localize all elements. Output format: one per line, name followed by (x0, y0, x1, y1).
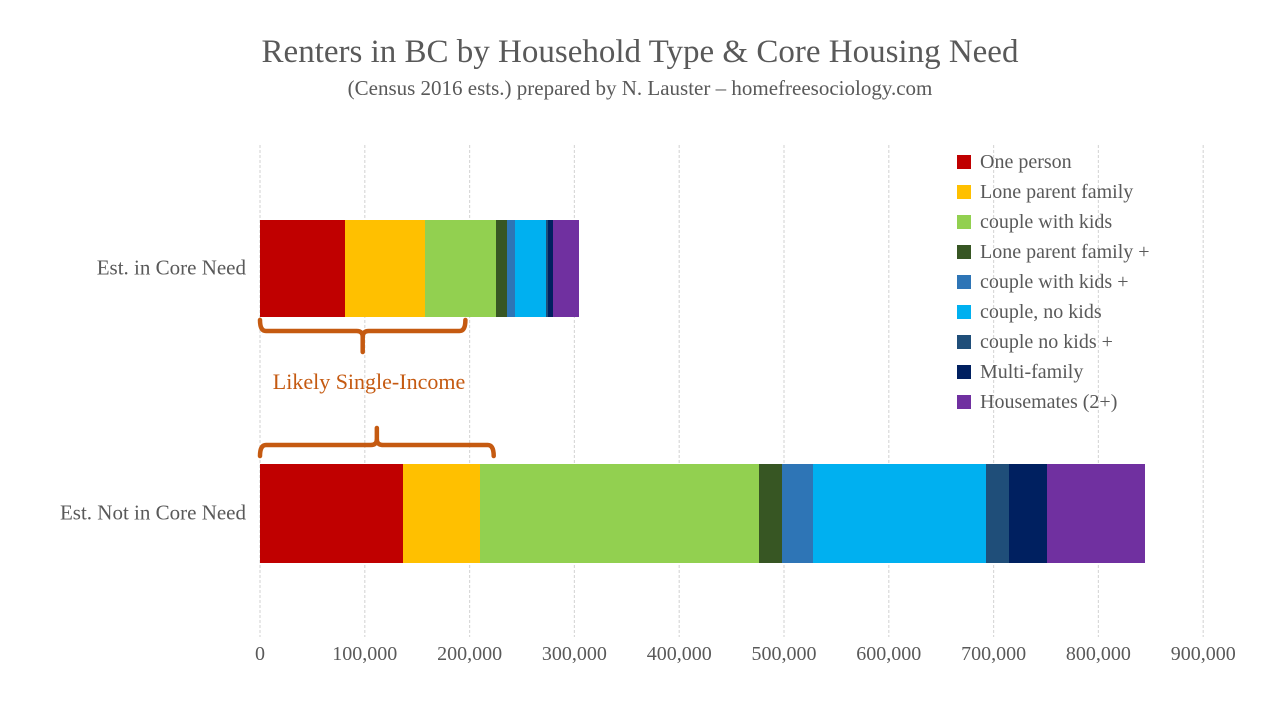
bar-segment (260, 220, 345, 317)
legend-item: couple with kids (957, 207, 1150, 237)
bar-segment (495, 220, 508, 317)
x-tick-label: 300,000 (541, 643, 607, 665)
legend-label: Multi-family (980, 360, 1084, 383)
legend-swatch-icon (957, 365, 971, 379)
bar-segment (507, 220, 516, 317)
legend-label: couple no kids + (980, 330, 1113, 353)
legend-label: Lone parent family + (980, 240, 1150, 263)
legend-label: couple with kids (980, 210, 1113, 233)
legend-swatch-icon (957, 155, 971, 169)
legend-label: couple, no kids (980, 300, 1102, 323)
legend-swatch-icon (957, 395, 971, 409)
bar-segment (260, 464, 403, 563)
x-tick-label: 800,000 (1065, 643, 1131, 665)
stacked-bar (260, 464, 1146, 563)
x-tick-label: 100,000 (332, 643, 398, 665)
legend-swatch-icon (957, 335, 971, 349)
legend-item: One person (957, 147, 1150, 177)
chart-title: Renters in BC by Household Type & Core H… (261, 34, 1019, 70)
category-label: Est. in Core Need (96, 254, 246, 279)
bar-segment (758, 464, 782, 563)
x-tick-label: 600,000 (856, 643, 922, 665)
x-tick-label: 0 (255, 643, 265, 665)
curly-brace-annotation (257, 317, 468, 355)
x-tick-label: 500,000 (751, 643, 817, 665)
bar-segment (781, 464, 814, 563)
legend-swatch-icon (957, 185, 971, 199)
bar-segment (1046, 464, 1146, 563)
legend-item: Multi-family (957, 357, 1150, 387)
legend-item: couple, no kids (957, 297, 1150, 327)
legend-swatch-icon (957, 245, 971, 259)
bar-segment (545, 220, 549, 317)
legend-swatch-icon (957, 215, 971, 229)
legend-item: Lone parent family (957, 177, 1150, 207)
legend-item: couple with kids + (957, 267, 1150, 297)
legend-label: Lone parent family (980, 180, 1134, 203)
bar-segment (1009, 464, 1047, 563)
legend-label: Housemates (2+) (980, 390, 1118, 413)
annotation-label: Likely Single-Income (272, 369, 466, 394)
legend-item: couple no kids + (957, 327, 1150, 357)
x-tick-label: 700,000 (961, 643, 1027, 665)
category-label: Est. Not in Core Need (59, 499, 246, 524)
bar-segment (986, 464, 1010, 563)
bar-segment (548, 220, 554, 317)
bar-segment (515, 220, 546, 317)
legend: One person Lone parent family couple with … (957, 147, 1150, 417)
bar-segment (424, 220, 496, 317)
x-tick-label: 400,000 (646, 643, 712, 665)
legend-label: One person (980, 150, 1072, 173)
legend-swatch-icon (957, 305, 971, 319)
x-tick-label: 900,000 (1170, 643, 1236, 665)
legend-swatch-icon (957, 275, 971, 289)
legend-item: Lone parent family + (957, 237, 1150, 267)
bar-segment (344, 220, 425, 317)
bar-segment (480, 464, 759, 563)
curly-brace-annotation (257, 425, 496, 459)
chart-subtitle: (Census 2016 ests.) prepared by N. Laust… (347, 76, 933, 100)
bar-segment (553, 220, 579, 317)
legend-label: couple with kids + (980, 270, 1129, 293)
stacked-bar (260, 220, 579, 317)
bar-segment (813, 464, 987, 563)
bar-segment (402, 464, 481, 563)
x-tick-label: 200,000 (437, 643, 503, 665)
legend-item: Housemates (2+) (957, 387, 1150, 417)
